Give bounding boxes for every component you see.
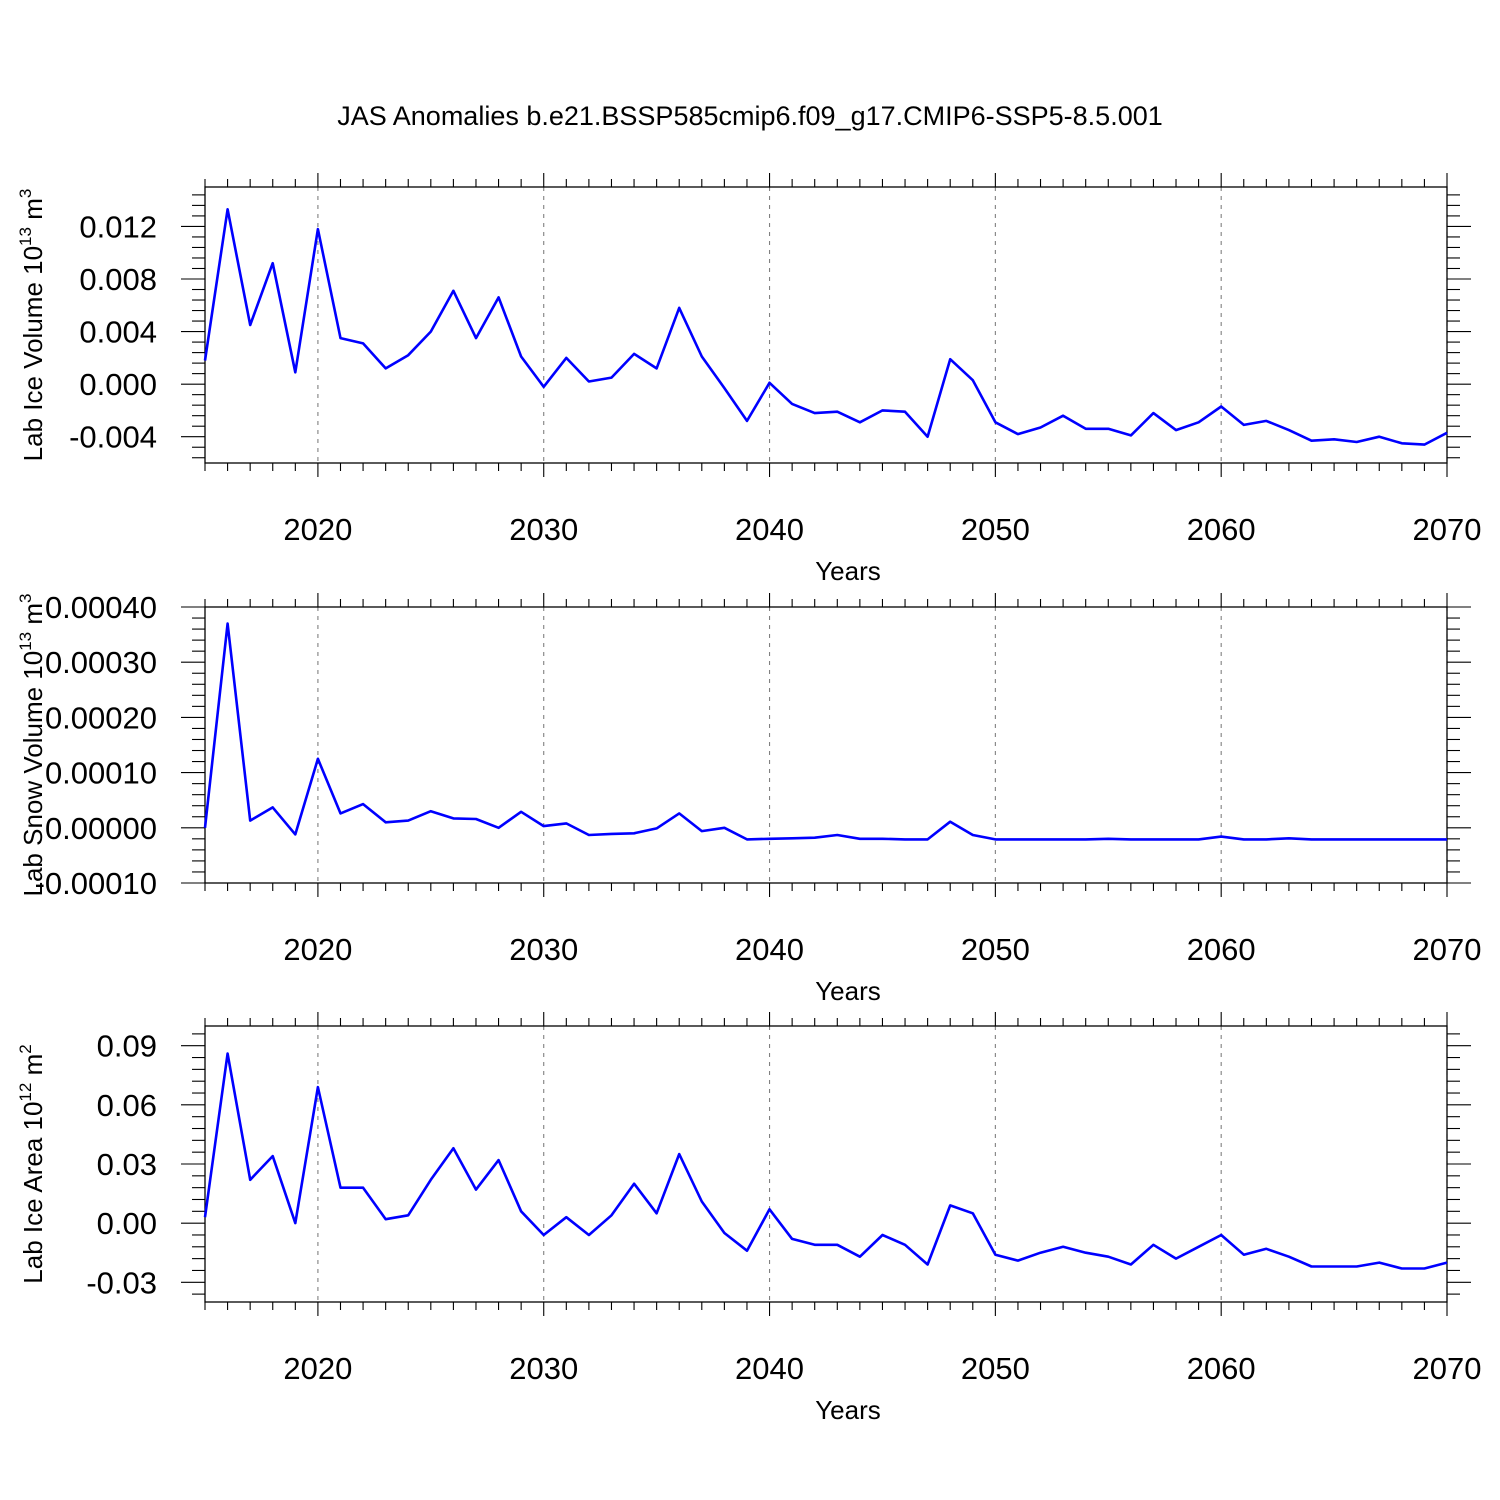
y-axis-label: Lab Ice Volume 1013 m3	[16, 189, 48, 462]
x-tick-label: 2050	[961, 512, 1030, 547]
x-tick-label: 2020	[283, 932, 352, 967]
y-tick-label: 0.004	[79, 315, 157, 350]
x-axis-label: Years	[815, 976, 881, 1006]
y-axis-label: Lab Ice Area 1012 m2	[16, 1044, 48, 1283]
series-line-snow-volume	[203, 622, 1447, 841]
x-tick-label: 2020	[283, 512, 352, 547]
x-tick-label: 2050	[961, 1351, 1030, 1386]
figure-title: JAS Anomalies b.e21.BSSP585cmip6.f09_g17…	[337, 101, 1163, 131]
y-tick-label: 0.06	[97, 1088, 157, 1123]
x-tick-label: 2070	[1413, 512, 1482, 547]
y-tick-label: 0.000	[79, 367, 157, 402]
y-tick-label: 0.00010	[45, 756, 157, 791]
y-tick-label: 0.00030	[45, 645, 157, 680]
y-tick-label: 0.09	[97, 1029, 157, 1064]
x-tick-label: 2040	[735, 1351, 804, 1386]
x-tick-label: 2070	[1413, 1351, 1482, 1386]
x-tick-label: 2060	[1187, 932, 1256, 967]
series-line-ice-volume	[203, 208, 1448, 446]
x-tick-label: 2070	[1413, 932, 1482, 967]
y-tick-label: -0.00010	[35, 866, 157, 901]
y-axis-label: Lab Snow Volume 1013 m3	[16, 593, 48, 896]
panel-ice-volume: 2020 2030 2040 2050 2060 2070 0.012 0.008 0.004 0…	[16, 173, 1481, 586]
y-tick-label: 0.012	[79, 209, 157, 244]
x-tick-label: 2040	[735, 512, 804, 547]
y-tick-label: 0.00040	[45, 590, 157, 625]
x-tick-label: 2060	[1187, 1351, 1256, 1386]
x-tick-label: 2060	[1187, 512, 1256, 547]
x-tick-label: 2040	[735, 932, 804, 967]
series-line-ice-area	[203, 1052, 1448, 1270]
y-tick-label: 0.00020	[45, 700, 157, 735]
plot-frame	[204, 606, 1448, 884]
x-tick-label: 2030	[509, 932, 578, 967]
x-tick-label: 2030	[509, 512, 578, 547]
x-axis-label: Years	[815, 556, 881, 586]
plot-frame	[204, 1025, 1448, 1303]
panel-ice-area: 2020 2030 2040 2050 2060 2070 0.09 0.06 0.03 0.00…	[16, 1012, 1481, 1425]
x-tick-label: 2050	[961, 932, 1030, 967]
y-tick-label: 0.008	[79, 262, 157, 297]
y-tick-label: 0.00	[97, 1206, 157, 1241]
y-tick-label: -0.004	[69, 420, 157, 455]
plot-frame	[204, 186, 1448, 464]
y-tick-label: -0.03	[86, 1265, 157, 1300]
panel-snow-volume: 2020 2030 2040 2050 2060 2070 0.00040 0.00030 0.…	[16, 590, 1481, 1006]
x-tick-label: 2020	[283, 1351, 352, 1386]
x-axis-label: Years	[815, 1395, 881, 1425]
y-tick-label: 0.00000	[45, 811, 157, 846]
x-tick-label: 2030	[509, 1351, 578, 1386]
panels: 2020 2030 2040 2050 2060 2070 0.012 0.008 0.004 0…	[16, 173, 1481, 1425]
y-tick-label: 0.03	[97, 1147, 157, 1182]
